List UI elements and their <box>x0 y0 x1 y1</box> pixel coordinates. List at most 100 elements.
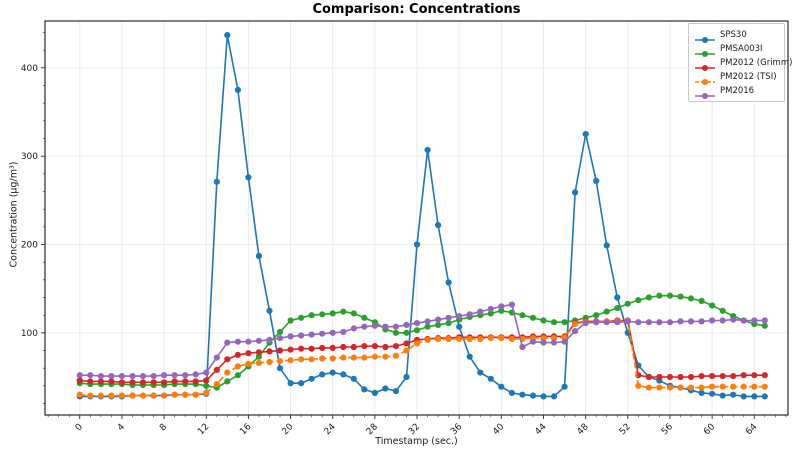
data-point <box>656 319 663 326</box>
data-point <box>361 354 368 361</box>
legend-line-sample <box>694 58 716 71</box>
data-point <box>329 329 336 336</box>
data-point <box>645 384 653 391</box>
data-point <box>382 385 389 392</box>
data-point <box>276 365 284 372</box>
data-point <box>287 346 294 353</box>
data-point <box>255 359 262 366</box>
legend-label: PM2016 <box>720 86 755 96</box>
data-point <box>709 302 716 309</box>
data-point <box>298 345 305 352</box>
data-point <box>287 380 294 387</box>
data-point <box>445 320 452 327</box>
data-point <box>350 354 357 361</box>
data-point <box>540 317 547 324</box>
data-point <box>371 353 378 360</box>
data-point <box>456 335 463 343</box>
data-point <box>719 317 726 324</box>
x-tick-label: 60 <box>702 422 717 437</box>
data-point <box>403 329 410 336</box>
data-point <box>487 375 494 382</box>
data-point <box>413 241 421 248</box>
data-point <box>540 339 547 346</box>
data-point <box>224 339 231 346</box>
data-point <box>382 343 389 351</box>
data-point <box>666 319 674 326</box>
data-point <box>740 393 747 400</box>
x-tick-label: 32 <box>407 422 422 437</box>
data-point <box>603 319 610 326</box>
data-point <box>234 363 241 370</box>
data-point <box>445 335 452 343</box>
data-point <box>719 307 726 314</box>
legend-line-sample <box>694 30 716 43</box>
x-tick-label: 0 <box>74 422 85 433</box>
data-point <box>150 373 157 380</box>
data-point <box>371 343 378 350</box>
data-point <box>593 177 600 184</box>
data-point <box>687 318 695 325</box>
data-point <box>529 392 537 399</box>
data-point <box>424 318 431 325</box>
data-point <box>519 343 526 351</box>
data-point <box>740 317 747 324</box>
data-point <box>224 31 231 39</box>
data-point <box>698 384 705 391</box>
data-point <box>677 373 684 381</box>
axes-spines <box>44 20 789 416</box>
data-point <box>382 323 389 330</box>
data-point <box>666 373 674 381</box>
data-point <box>350 375 357 382</box>
legend: SPS30 PMSA003I PM2012 (Grimm) PM2012 (TSI) P… <box>688 23 792 102</box>
data-point <box>203 369 210 376</box>
data-point <box>614 319 621 326</box>
data-point <box>298 332 305 339</box>
data-point <box>761 322 768 329</box>
data-point <box>635 382 642 389</box>
data-point <box>361 314 368 321</box>
data-point <box>529 338 537 345</box>
data-point <box>466 335 473 343</box>
data-point <box>424 336 431 343</box>
x-axis-label: Timestamp (sec.) <box>375 436 458 447</box>
legend-item-pmsa003i: PMSA003I <box>694 42 779 57</box>
x-tick-label: 20 <box>281 422 296 437</box>
data-point <box>192 378 199 385</box>
data-point <box>87 372 94 379</box>
data-point <box>108 392 115 399</box>
data-point <box>171 372 178 379</box>
data-point <box>656 373 663 381</box>
y-tick-label: 100 <box>21 329 38 339</box>
x-tick-label: 64 <box>744 422 759 437</box>
data-point <box>97 392 104 399</box>
data-point <box>350 310 357 317</box>
data-point <box>298 314 305 321</box>
data-point <box>340 371 347 378</box>
x-tick-label: 28 <box>365 422 380 437</box>
data-point <box>319 344 326 351</box>
data-point <box>234 86 241 93</box>
data-point <box>761 383 768 390</box>
x-tick-label: 40 <box>491 422 506 437</box>
data-point <box>403 340 410 347</box>
data-point <box>550 335 558 342</box>
data-point <box>687 384 695 391</box>
y-axis-label: Concentration (µg/m³) <box>8 161 20 268</box>
data-point <box>182 372 189 379</box>
data-point <box>719 373 726 380</box>
data-point <box>255 252 262 260</box>
data-point <box>582 131 589 138</box>
data-point <box>171 378 178 385</box>
data-point <box>540 393 547 400</box>
data-point <box>698 389 705 396</box>
data-point <box>709 383 716 390</box>
data-point <box>413 327 421 334</box>
data-point <box>161 379 168 386</box>
data-point <box>751 393 758 400</box>
data-point <box>498 303 505 310</box>
data-point <box>445 279 452 286</box>
data-point <box>614 305 621 312</box>
data-point <box>561 338 568 345</box>
x-tick-label: 12 <box>196 422 211 437</box>
